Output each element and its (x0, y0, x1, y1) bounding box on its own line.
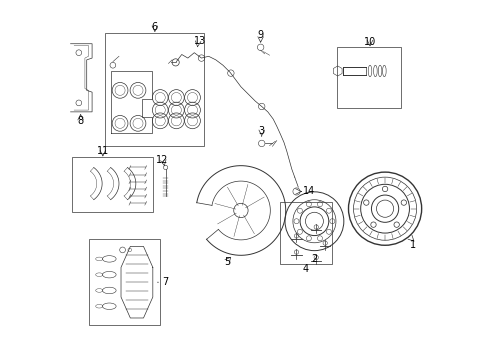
Text: 14: 14 (302, 186, 315, 197)
Text: 10: 10 (363, 37, 375, 46)
Text: 13: 13 (193, 36, 205, 46)
Text: 3: 3 (258, 126, 264, 135)
Text: 6: 6 (151, 22, 158, 32)
Bar (72, 157, 153, 212)
Text: 1: 1 (409, 239, 415, 249)
Bar (105, 33, 203, 146)
Text: 9: 9 (257, 31, 263, 40)
Bar (336, 46, 400, 108)
Text: 12: 12 (156, 155, 168, 165)
Text: 11: 11 (97, 146, 109, 156)
Text: 7: 7 (162, 277, 168, 287)
Text: 4: 4 (302, 264, 308, 274)
Text: 2: 2 (311, 254, 317, 264)
Bar (88, 239, 159, 325)
Bar (280, 202, 332, 264)
Text: 8: 8 (78, 116, 83, 126)
Text: 5: 5 (224, 257, 230, 267)
